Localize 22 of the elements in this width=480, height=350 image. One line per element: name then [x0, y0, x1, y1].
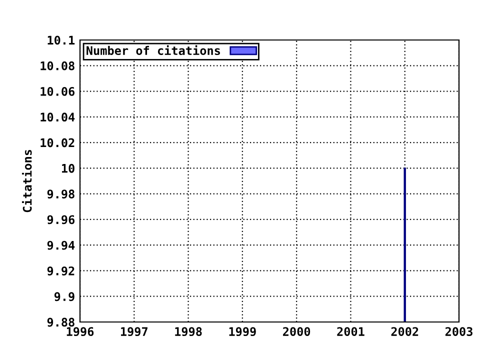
x-tick-label: 2001 — [337, 327, 364, 336]
y-tick-label: 10.04 — [40, 112, 75, 122]
y-tick-label: 9.98 — [47, 190, 74, 199]
y-tick-label: 9.9 — [54, 292, 74, 302]
x-tick-label: 1998 — [175, 327, 202, 336]
y-tick-label: 9.92 — [47, 266, 74, 276]
y-tick-label: 9.96 — [47, 215, 74, 224]
x-tick-label: 2000 — [283, 327, 310, 336]
y-tick-label: 10.06 — [40, 86, 74, 96]
x-tick-label: 1999 — [229, 327, 256, 336]
y-tick-label: 10.02 — [40, 138, 74, 148]
x-tick-label: 2002 — [391, 327, 418, 336]
y-axis-title: Citations — [22, 150, 32, 212]
y-tick-label: 10.1 — [48, 36, 75, 45]
legend-label: Number of citations — [86, 45, 220, 56]
y-tick-label: 10 — [62, 164, 74, 173]
x-tick-label: 1997 — [121, 327, 148, 336]
y-tick-label: 10.08 — [40, 61, 74, 70]
y-tick-label: 9.88 — [47, 318, 74, 327]
y-tick-label: 9.94 — [47, 240, 75, 250]
x-tick-label: 2003 — [445, 327, 472, 336]
x-tick-label: 1996 — [66, 327, 94, 336]
